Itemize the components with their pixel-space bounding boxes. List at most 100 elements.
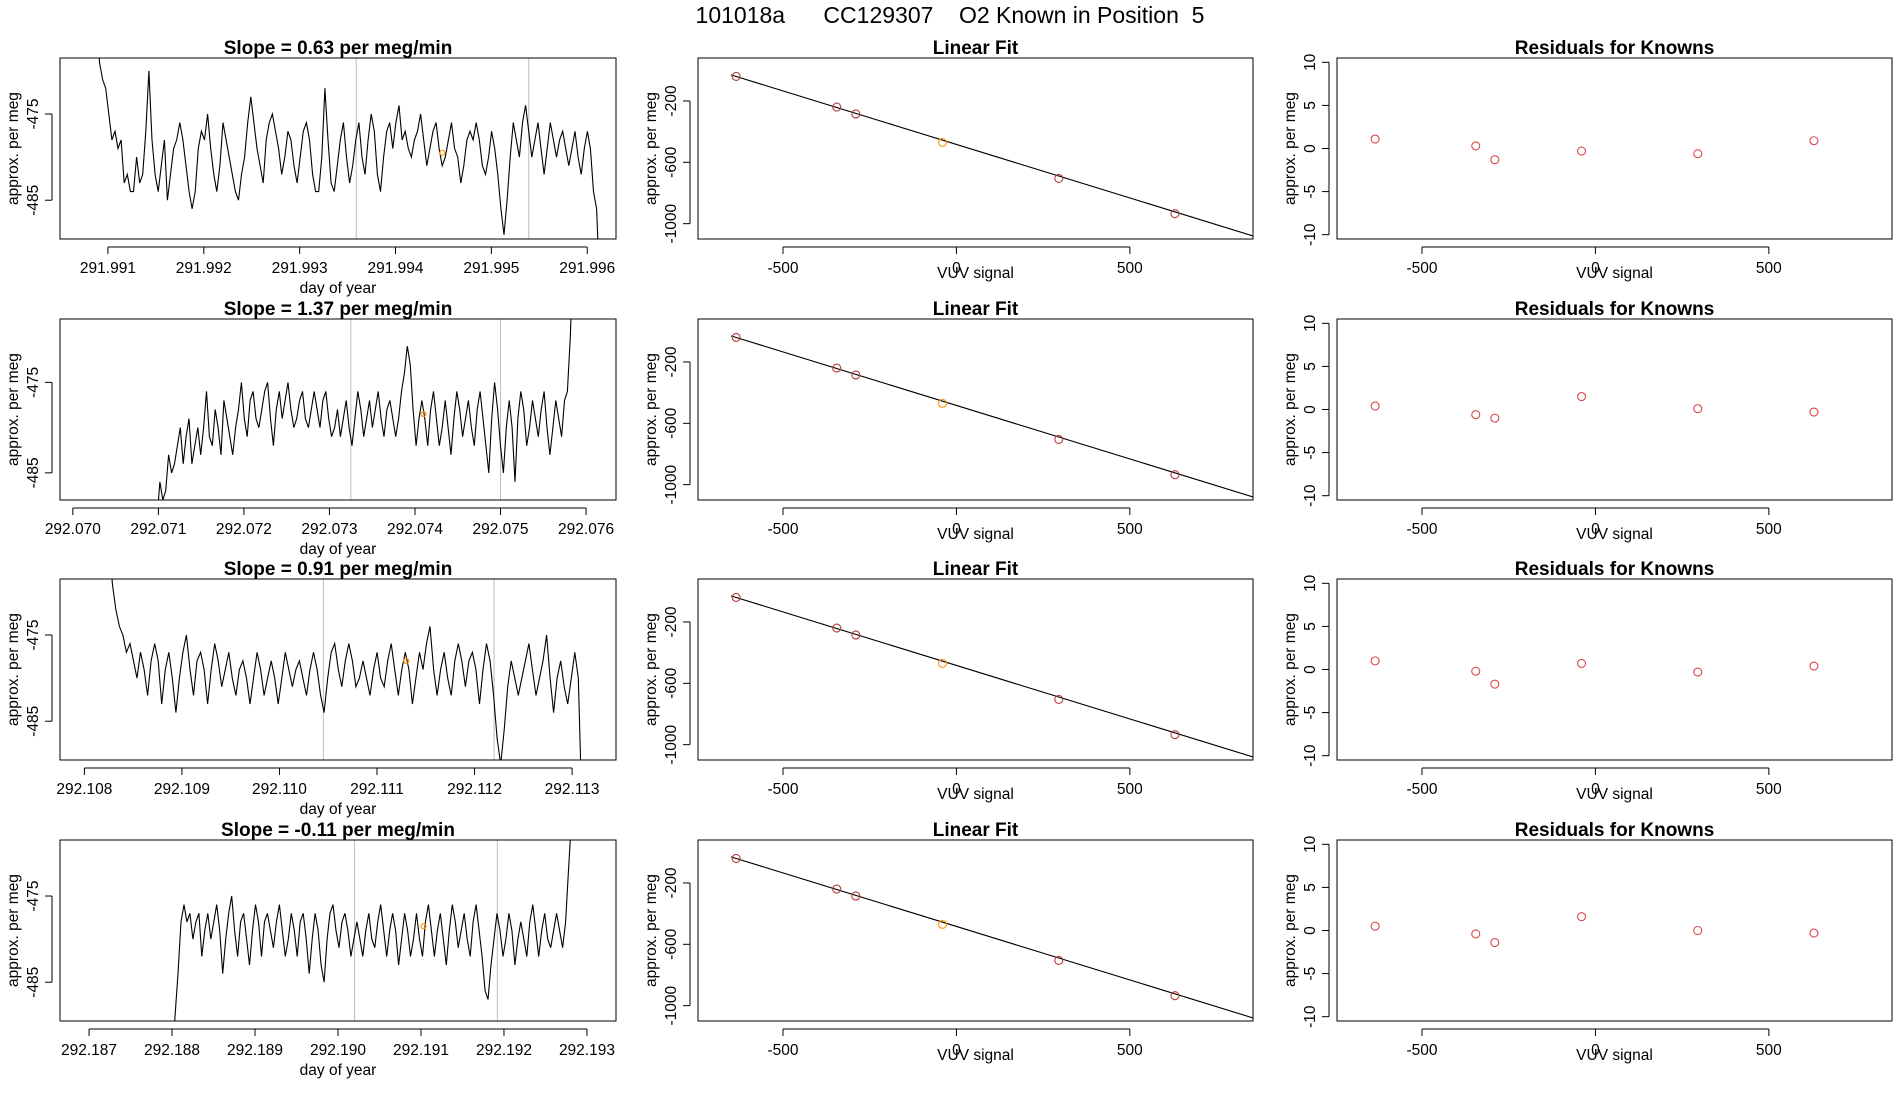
fit-point [731, 853, 741, 863]
y-tick-label: 10 [1302, 835, 1319, 853]
fit-point [832, 884, 842, 894]
y-tick-label: 10 [1302, 53, 1319, 71]
x-tick-label: 0 [1591, 1042, 1600, 1059]
x-tick-label: 291.992 [176, 260, 232, 277]
x-tick-label: 292.073 [301, 521, 357, 538]
y-tick-label: -1000 [663, 724, 680, 764]
x-axis-label: VUV signal [1576, 786, 1653, 803]
x-tick-label: 292.188 [144, 1042, 200, 1059]
y-tick-label: -200 [663, 85, 680, 116]
y-tick-label: -485 [25, 185, 42, 216]
x-tick-label: 292.111 [350, 781, 404, 798]
x-tick-label: 292.187 [61, 1042, 117, 1059]
x-tick-label: 292.193 [559, 1042, 615, 1059]
x-tick-label: 0 [952, 1042, 961, 1059]
x-tick-label: 292.192 [476, 1042, 532, 1059]
fit-line [730, 595, 1253, 758]
panel-title: Slope = 0.63 per meg/min [224, 38, 453, 59]
fit-point [731, 71, 741, 81]
y-tick-label: -485 [25, 706, 42, 737]
residual-point [1471, 666, 1481, 676]
known-point [420, 923, 427, 930]
x-tick-label: 292.072 [216, 521, 272, 538]
x-tick-label: 292.074 [387, 521, 443, 538]
known-point [420, 410, 427, 418]
y-axis-label: approx. per meg [643, 613, 660, 726]
x-axis-label: VUV signal [937, 526, 1014, 543]
x-tick-label: 292.109 [154, 781, 210, 798]
plot-frame [59, 839, 617, 1022]
y-axis-label: approx. per meg [1282, 874, 1299, 987]
panel-title: Linear Fit [933, 299, 1019, 320]
residual-point [1693, 149, 1703, 159]
x-axis-label: VUV signal [1576, 265, 1653, 282]
x-axis-label: day of year [300, 801, 377, 818]
x-tick-label: 292.071 [130, 521, 186, 538]
y-tick-label: 5 [1302, 883, 1319, 892]
x-tick-label: 292.110 [252, 781, 307, 798]
residual-point [1809, 928, 1819, 938]
x-tick-label: 500 [1117, 521, 1143, 538]
panel-title: Slope = -0.11 per meg/min [221, 820, 455, 841]
residual-point [1370, 134, 1380, 144]
y-tick-label: -475 [25, 99, 42, 130]
y-tick-label: -600 [663, 146, 680, 177]
fit-point [851, 109, 861, 119]
residual-point [1693, 925, 1703, 936]
y-axis-label: approx. per meg [1282, 92, 1299, 205]
y-tick-label: 5 [1302, 622, 1319, 631]
y-tick-label: -200 [663, 867, 680, 898]
known-point [439, 149, 446, 156]
residual-point [1490, 155, 1500, 165]
x-tick-label: 292.108 [56, 781, 112, 798]
x-tick-label: -500 [1406, 260, 1437, 277]
residual-point [1471, 929, 1481, 939]
y-axis-label: approx. per meg [5, 92, 22, 205]
y-tick-label: -485 [25, 967, 42, 998]
y-tick-label: -200 [663, 606, 680, 637]
fit-point [832, 363, 842, 373]
plot-frame [697, 318, 1254, 501]
x-tick-label: 291.994 [368, 260, 424, 277]
residual-point [1370, 656, 1380, 666]
fit-point [1170, 730, 1180, 740]
y-tick-label: -10 [1302, 484, 1319, 507]
residual-point [1693, 667, 1703, 677]
fit-point [1054, 955, 1064, 965]
y-axis-label: approx. per meg [5, 353, 22, 466]
y-tick-label: 0 [1302, 665, 1319, 674]
residual-point [1809, 661, 1819, 671]
y-tick-label: 5 [1302, 101, 1319, 110]
y-axis-label: approx. per meg [643, 353, 660, 466]
series-line [98, 58, 599, 239]
fit-point [937, 137, 948, 147]
x-tick-label: 500 [1756, 521, 1782, 538]
y-tick-label: -10 [1302, 744, 1319, 767]
x-tick-label: -500 [767, 1042, 798, 1059]
y-tick-label: -475 [25, 881, 42, 912]
x-axis-label: VUV signal [937, 265, 1014, 282]
x-tick-label: 500 [1117, 260, 1143, 277]
x-axis-label: day of year [300, 280, 377, 297]
panel-title: Residuals for Knowns [1515, 38, 1715, 59]
y-axis-label: approx. per meg [643, 92, 660, 205]
figure-title: 101018a CC129307 O2 Known in Position 5 [695, 2, 1205, 28]
series-line [111, 579, 582, 760]
x-tick-label: 291.993 [272, 260, 328, 277]
plot-frame [1336, 578, 1893, 761]
y-tick-label: -10 [1302, 223, 1319, 246]
panel-title: Residuals for Knowns [1515, 299, 1715, 320]
plot-frame [1336, 839, 1893, 1022]
y-tick-label: -600 [663, 928, 680, 959]
known-point [403, 657, 410, 664]
y-tick-label: -200 [663, 346, 680, 377]
x-axis-label: VUV signal [937, 786, 1014, 803]
x-tick-label: 292.112 [447, 781, 502, 798]
y-tick-label: -5 [1302, 967, 1319, 981]
residual-point [1490, 679, 1500, 689]
y-tick-label: -1000 [663, 203, 680, 243]
fit-point [731, 592, 741, 602]
x-tick-label: 0 [1591, 521, 1600, 538]
x-axis-label: day of year [300, 541, 377, 558]
